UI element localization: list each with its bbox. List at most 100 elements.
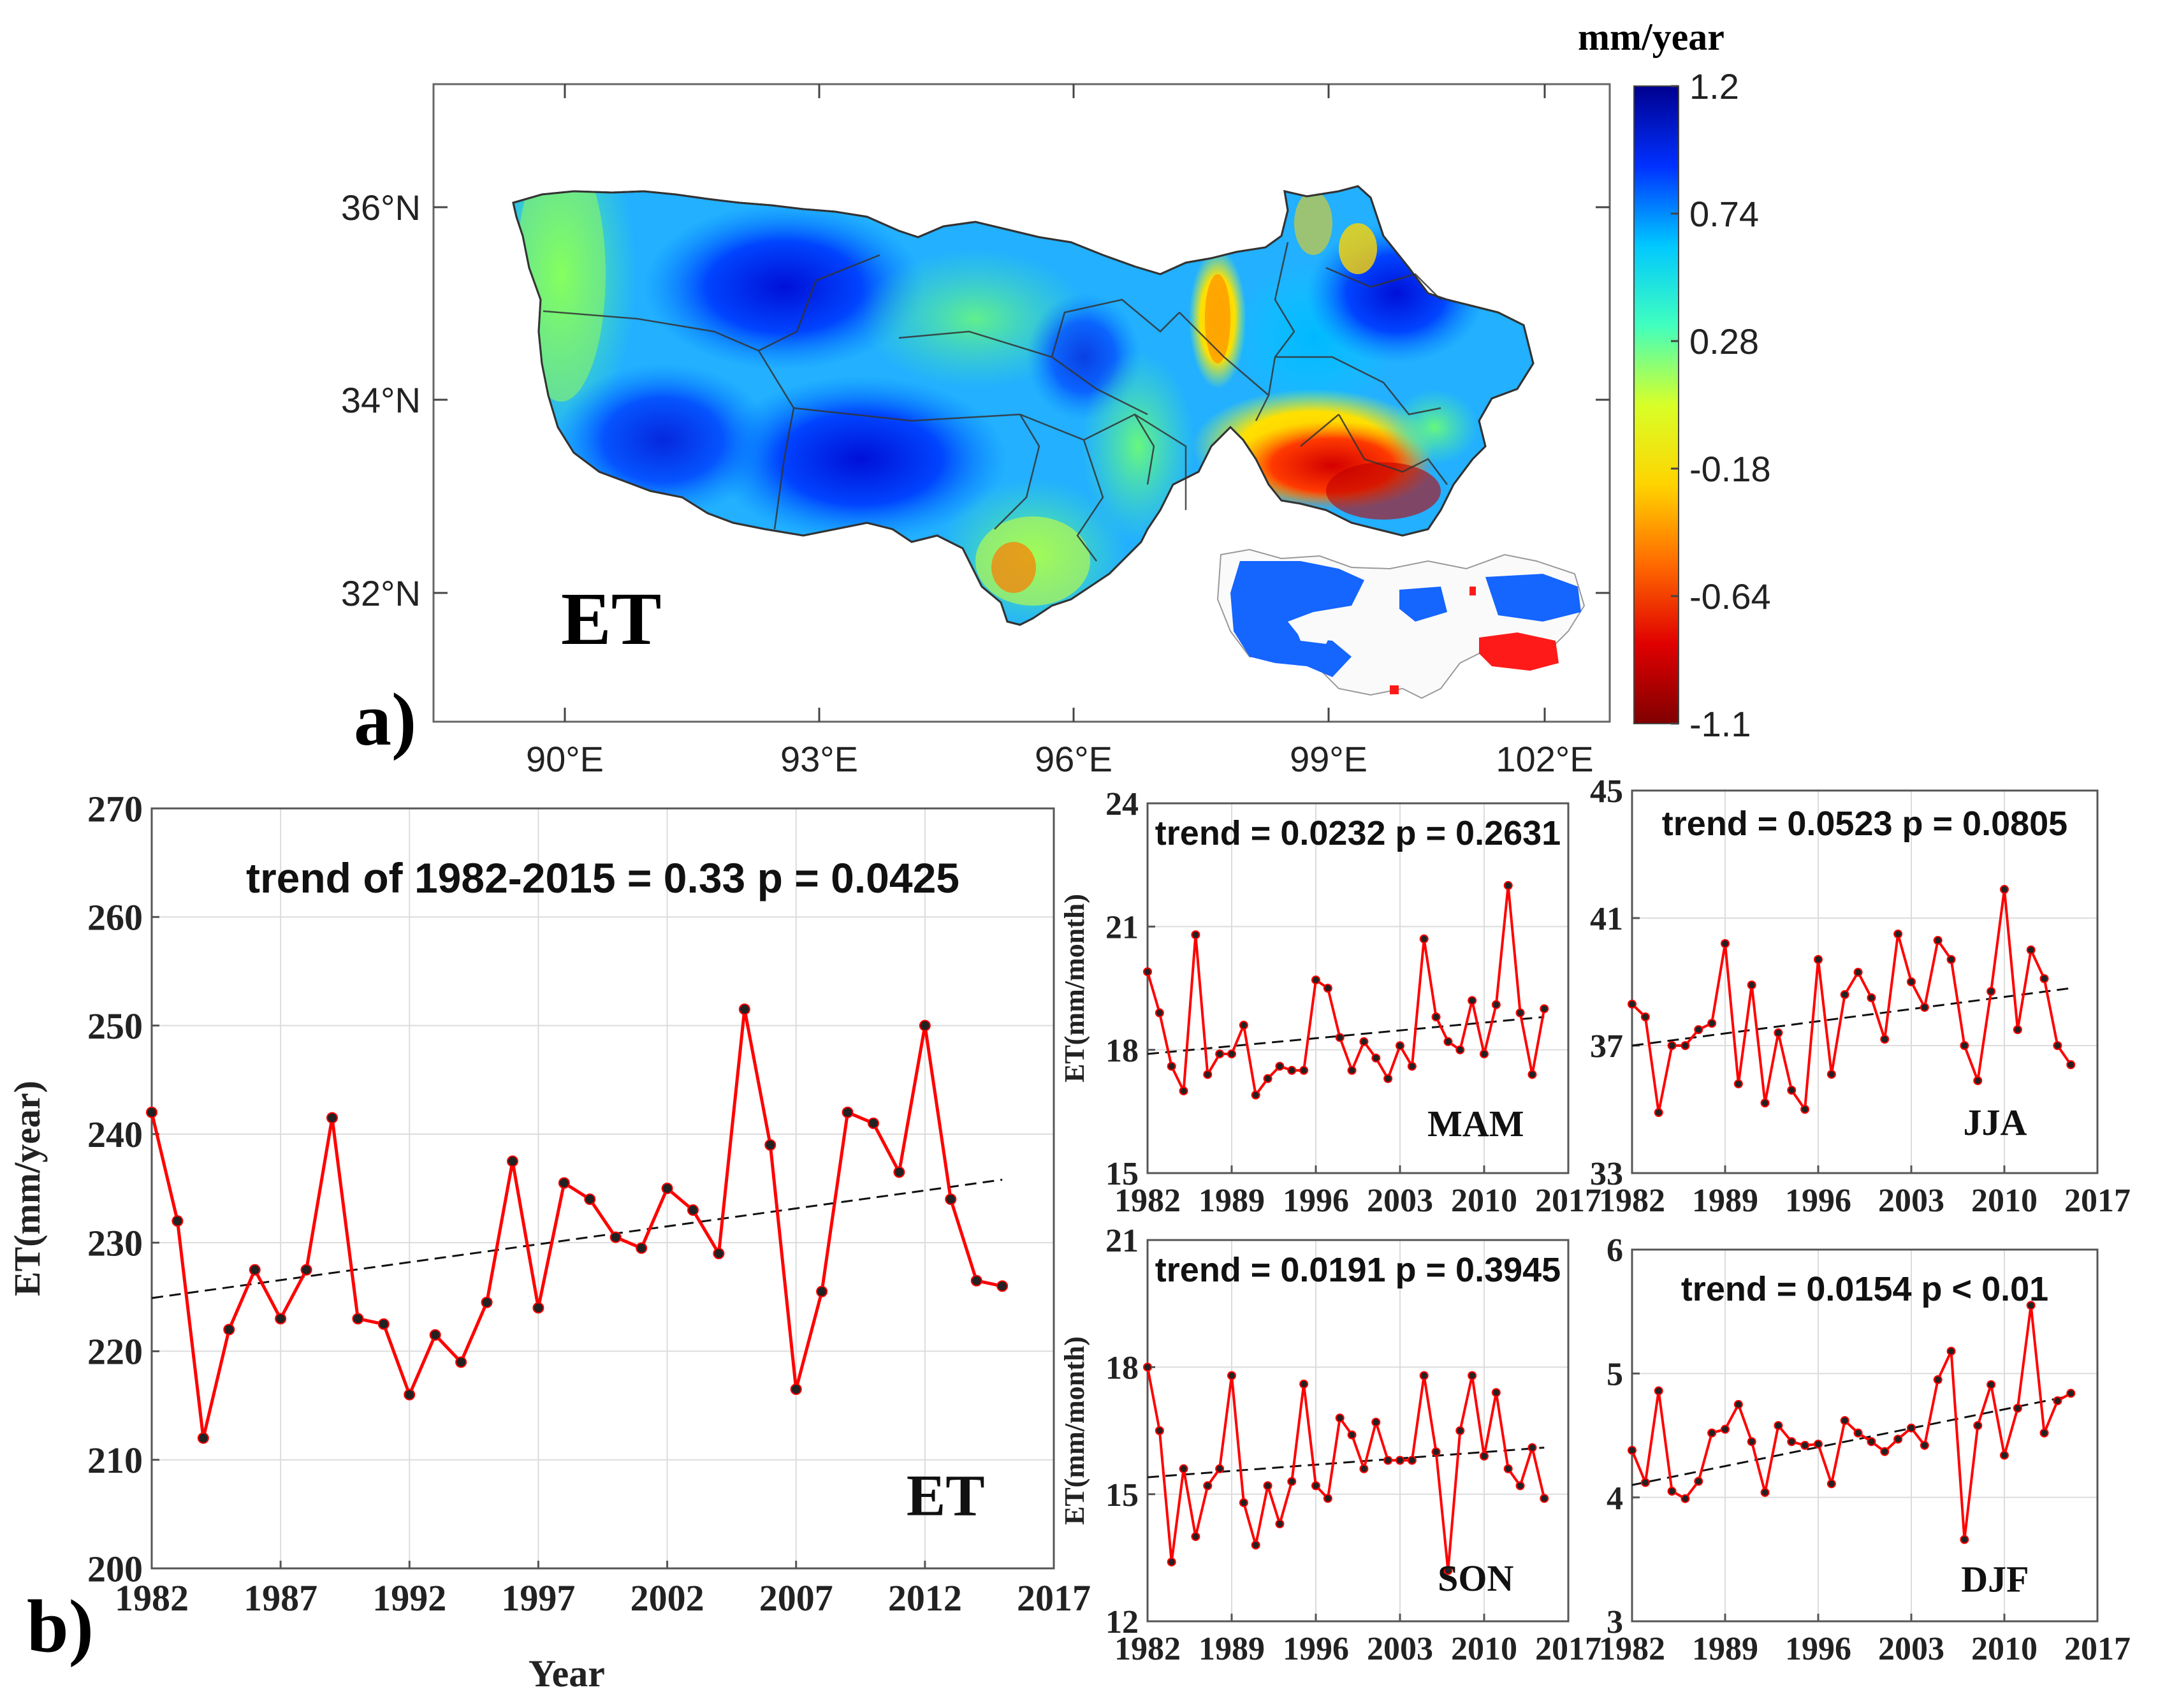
data-point <box>1311 975 1320 985</box>
data-point <box>1347 1065 1357 1075</box>
data-point <box>1640 1012 1650 1021</box>
data-point <box>1733 1399 1743 1409</box>
grid <box>1631 790 2098 1174</box>
data-point <box>1893 930 1903 938</box>
data-point <box>1640 1478 1650 1487</box>
data-point <box>507 1155 518 1167</box>
data-point <box>1933 936 1943 945</box>
data-point <box>1383 1074 1393 1083</box>
inset-negative-dot-2 <box>1469 587 1476 595</box>
data-point <box>1840 1416 1849 1426</box>
lat-tick-label: 36°N <box>341 187 421 228</box>
chart-title: trend = 0.0523 p = 0.0805 <box>1662 805 2067 843</box>
region-outline <box>512 185 1535 626</box>
x-tick-label: 1996 <box>1283 1631 1349 1667</box>
trend-line <box>1631 987 2071 1047</box>
data-point <box>1239 1498 1248 1507</box>
inset-hole <box>1294 620 1332 644</box>
data-point <box>352 1313 364 1325</box>
data-point <box>790 1383 802 1396</box>
data-point <box>584 1193 596 1206</box>
data-point <box>738 1004 750 1016</box>
y-tick-label: 6 <box>1607 1232 1623 1269</box>
x-tick-label: 1982 <box>1114 1631 1181 1667</box>
data-point <box>687 1204 699 1216</box>
data-point <box>1167 1557 1176 1566</box>
data-point <box>1515 1481 1525 1491</box>
data-point <box>1933 1375 1943 1385</box>
lat-tick-label: 32°N <box>341 573 421 613</box>
data-point <box>2066 1389 2076 1398</box>
data-point <box>1826 1070 1836 1079</box>
data-point <box>1371 1053 1381 1063</box>
data-point <box>455 1356 467 1368</box>
map-frame <box>432 83 1611 723</box>
x-tick-label: 2017 <box>1535 1631 1601 1667</box>
data-point <box>764 1139 776 1151</box>
x-tick-label: 1997 <box>501 1577 575 1619</box>
data-point <box>970 1274 982 1287</box>
data-point <box>1853 968 1863 977</box>
data-point <box>1431 1447 1441 1457</box>
data-point <box>1468 996 1477 1005</box>
chart-corner-label: SON <box>1438 1558 1513 1599</box>
chart-MAM: 1982 1989 1996 2003 2010 2017 15 18 21 24 ET(mm/mo… <box>1059 786 1601 1219</box>
colorbar: mm/year 1.2 0.74 0.28 -0.18 -0.64 -1.1 <box>1578 16 1771 744</box>
data-point <box>1455 1426 1465 1435</box>
data-point <box>481 1296 493 1308</box>
plot-frame <box>1146 802 1570 1174</box>
data-point <box>1251 1090 1260 1100</box>
data-points <box>1628 885 2076 1117</box>
data-point <box>1840 990 1849 999</box>
data-point <box>1383 1456 1393 1465</box>
data-point <box>1359 1464 1369 1473</box>
data-point <box>1628 1000 1637 1009</box>
data-point <box>1323 1494 1332 1503</box>
y-tick-label: 4 <box>1607 1480 1623 1517</box>
data-point <box>1203 1070 1213 1079</box>
data-point <box>1311 1481 1320 1491</box>
x-tick-label: 2003 <box>1878 1631 1944 1667</box>
data-point <box>1491 1388 1501 1398</box>
data-point <box>1774 1028 1783 1037</box>
map-color-field <box>513 186 1485 625</box>
x-tick-label: 2012 <box>888 1577 962 1619</box>
data-point <box>1960 1535 1969 1544</box>
data-point <box>532 1302 544 1314</box>
data-point <box>1275 1519 1285 1529</box>
data-point <box>275 1313 287 1325</box>
data-point <box>1419 1371 1429 1380</box>
y-tick-label: 21 <box>1105 1223 1139 1259</box>
data-point <box>2000 885 2009 894</box>
data-point <box>300 1264 312 1276</box>
data-point <box>713 1248 725 1260</box>
y-tick-label: 250 <box>87 1005 143 1047</box>
data-point <box>842 1106 854 1118</box>
data-point <box>1359 1037 1369 1046</box>
data-point <box>1167 1062 1176 1071</box>
data-point <box>1155 1426 1164 1435</box>
x-tick-label: 1989 <box>1692 1183 1758 1219</box>
y-tick-label: 240 <box>87 1114 143 1155</box>
data-point <box>1787 1437 1797 1447</box>
data-point <box>1680 1041 1690 1050</box>
data-point <box>1733 1079 1743 1088</box>
y-axis-label: ET(mm/month) <box>1059 1336 1090 1525</box>
et-trend-map <box>512 185 1535 626</box>
data-point <box>1299 1065 1309 1075</box>
data-point <box>1707 1428 1717 1438</box>
data-point <box>1907 977 1916 986</box>
lon-tick-label: 90°E <box>526 739 604 779</box>
panel-a: 36°N 34°N 32°N 90°E 93°E 96°E 99°E 102°E… <box>341 16 1771 779</box>
map-variable-label: ET <box>561 577 661 661</box>
data-point <box>1407 1456 1417 1465</box>
colorbar-fill <box>1633 85 1679 724</box>
data-point <box>1431 1012 1441 1022</box>
data-point <box>661 1183 673 1194</box>
data-point <box>1335 1033 1345 1042</box>
data-point <box>1455 1045 1465 1055</box>
data-point <box>1800 1441 1810 1450</box>
data-point <box>1443 1566 1453 1575</box>
data-point <box>558 1177 570 1189</box>
data-point <box>1946 1347 1956 1356</box>
